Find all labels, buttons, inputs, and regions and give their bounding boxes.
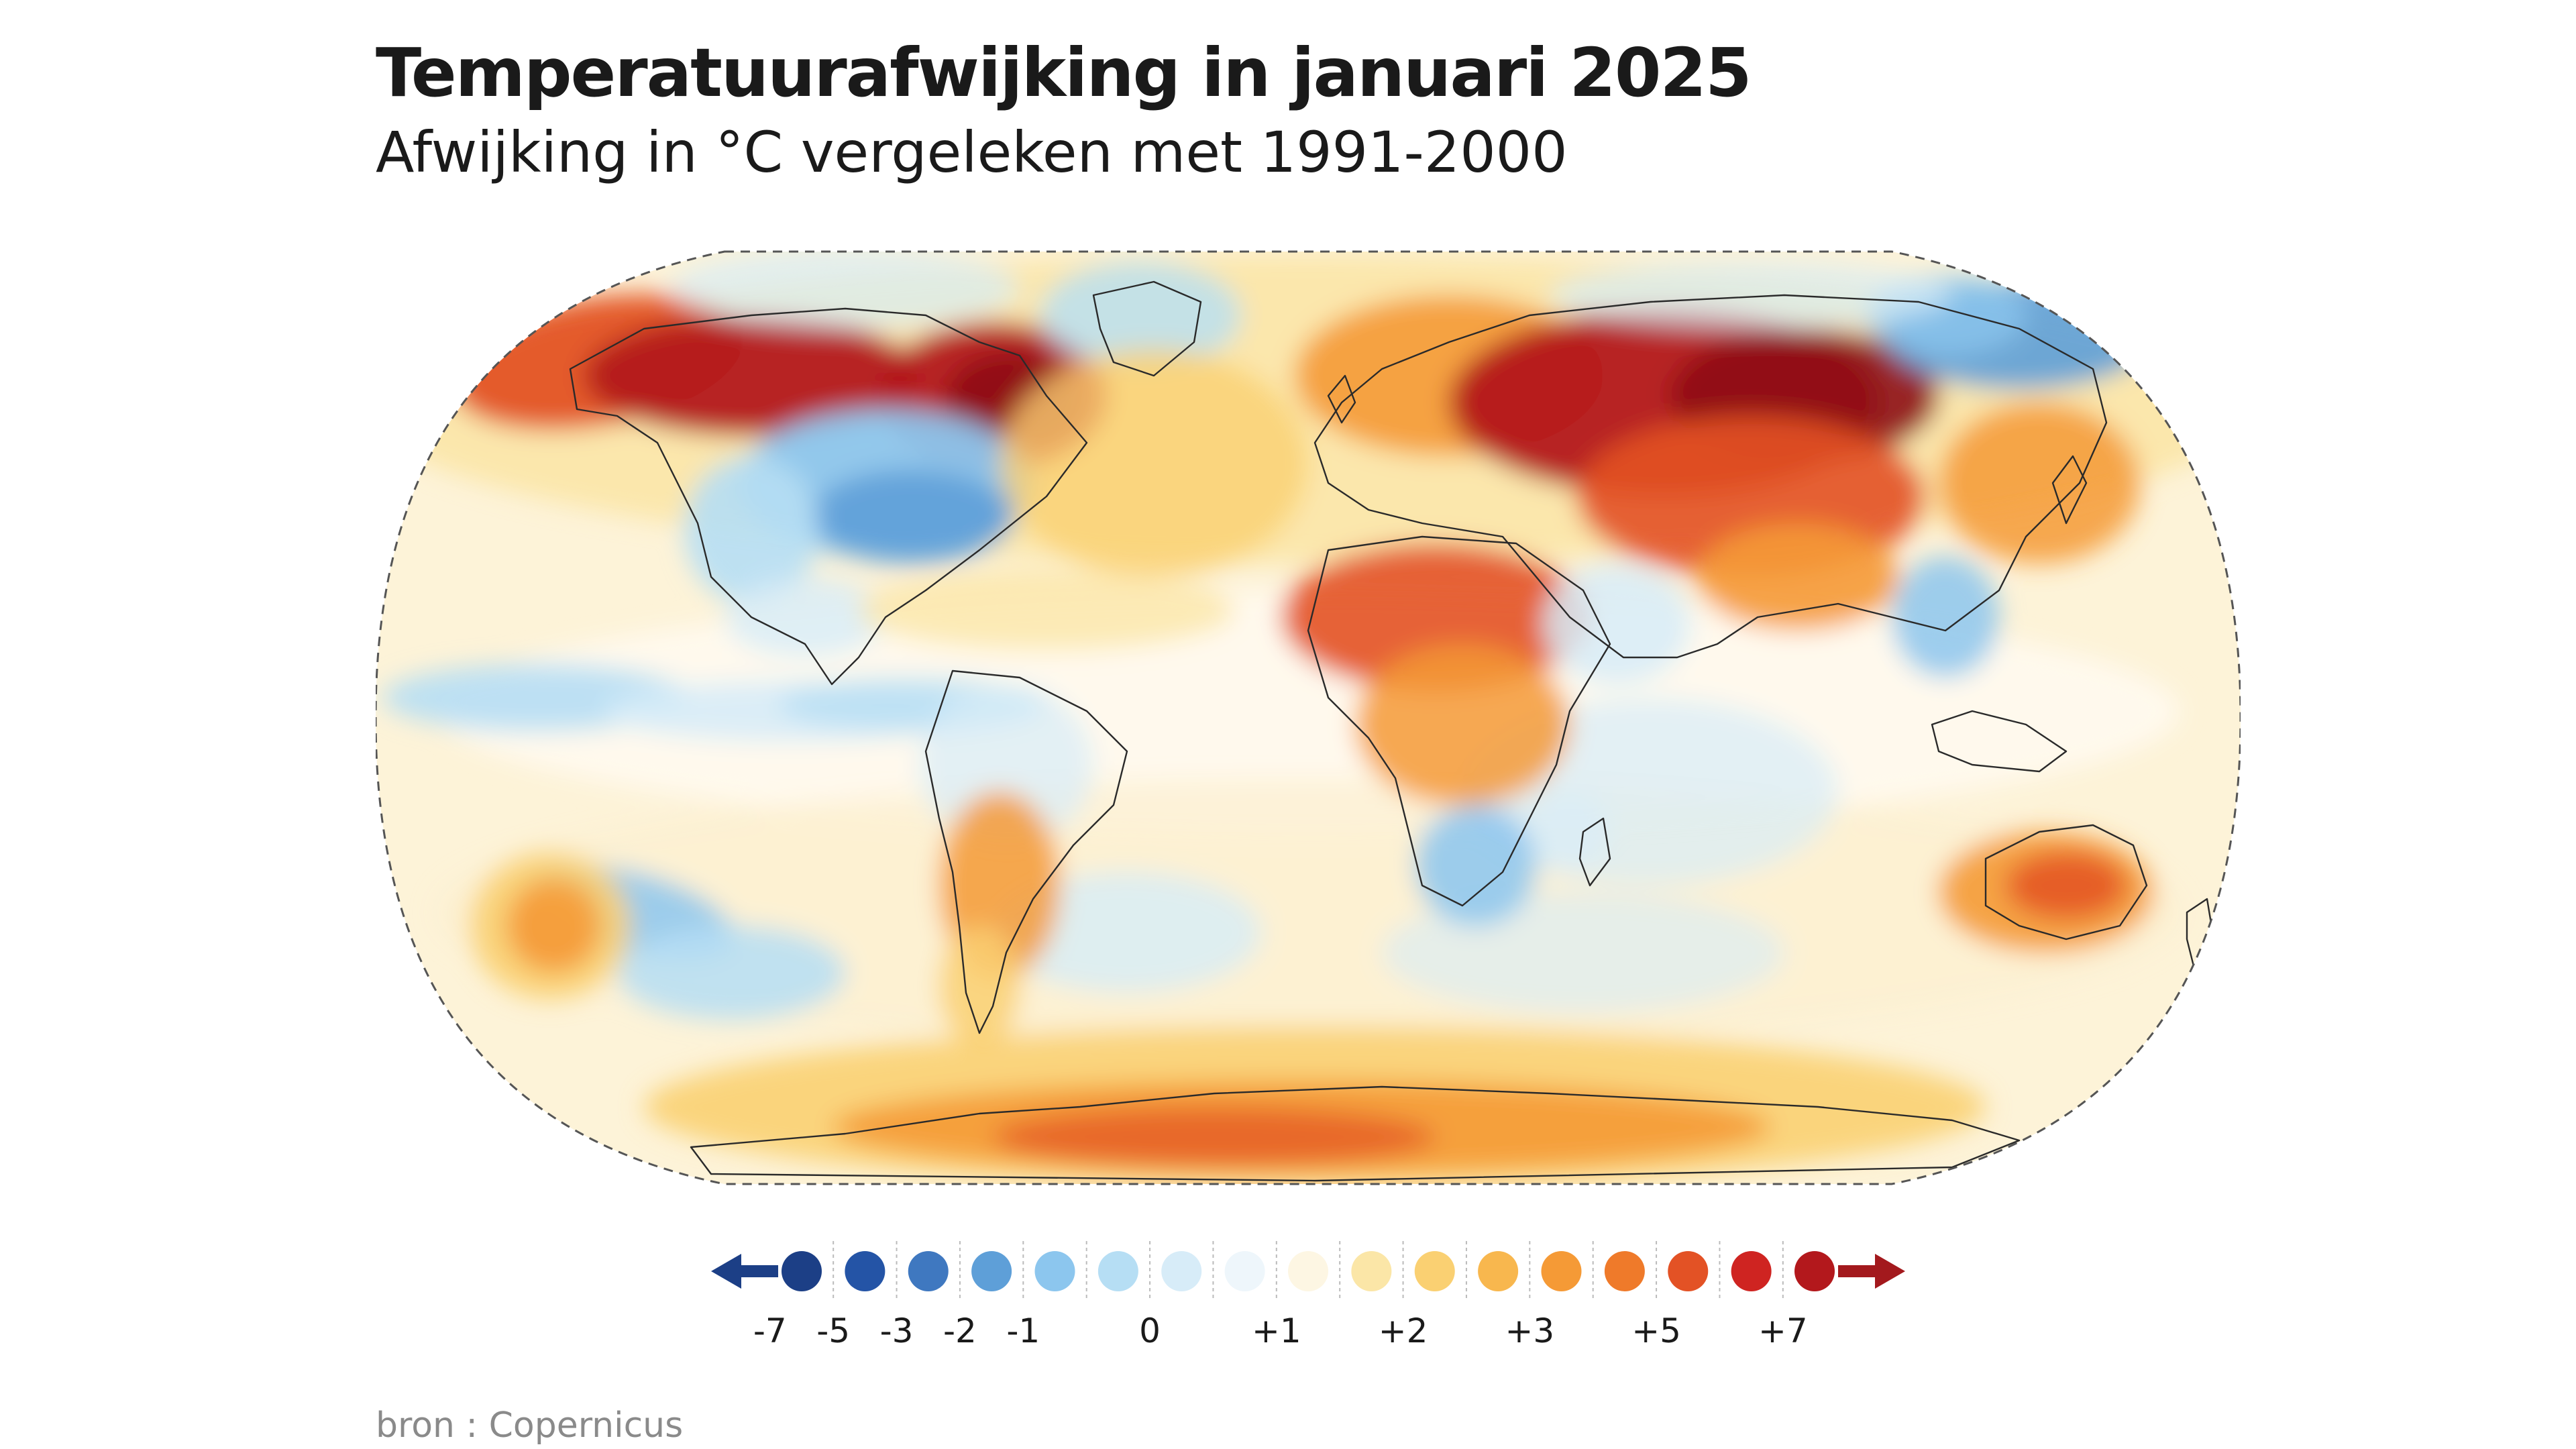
- legend-tick-label: +3: [1505, 1311, 1555, 1350]
- chart-title: Temperatuurafwijking in januari 2025: [376, 34, 1752, 112]
- east-asia-warm: [1939, 402, 2140, 564]
- southern-africa-cold: [1415, 805, 1536, 926]
- legend-swatch: [1351, 1251, 1392, 1291]
- legend-swatch: [1161, 1251, 1202, 1291]
- legend-tick-label: -5: [816, 1311, 851, 1350]
- color-legend: -7 -5 -3 -2 -1 0 +1 +2 +3 +5 +7: [711, 1231, 1905, 1365]
- outline-north-america: [569, 307, 1088, 686]
- legend-swatch: [1604, 1251, 1645, 1291]
- outline-antarctica: [690, 1085, 2021, 1182]
- arctic-canada-pale: [671, 252, 1020, 329]
- legend-tick-label: +2: [1378, 1311, 1428, 1350]
- outline-south-america: [924, 669, 1128, 1034]
- legend-tick-label: +1: [1251, 1311, 1301, 1350]
- map-border: [376, 250, 2241, 1185]
- outline-australia: [1984, 824, 2148, 941]
- south-pacific-warm-core: [506, 879, 600, 973]
- north-atlantic-warm: [1000, 349, 1308, 577]
- greenland-pale: [1040, 262, 1241, 369]
- outline-africa: [1307, 535, 1611, 907]
- south-pacific-cold-2: [617, 926, 845, 1020]
- anomaly-field: [376, 252, 2241, 1184]
- legend-swatch: [1034, 1251, 1075, 1291]
- outline-europe-asia: [1313, 294, 2108, 659]
- legend-swatch: [1794, 1251, 1835, 1291]
- us-west-cold: [684, 456, 818, 604]
- legend-tick-label: 0: [1139, 1311, 1161, 1350]
- legend-swatch: [845, 1251, 885, 1291]
- central-africa-warm: [1355, 644, 1570, 805]
- tibet-warm: [1697, 523, 1898, 631]
- south-america-mixed: [919, 684, 1093, 845]
- canada-hot: [584, 315, 919, 436]
- legend-swatch: [1288, 1251, 1328, 1291]
- legend-swatch: [1668, 1251, 1709, 1291]
- us-cold-core: [812, 470, 1013, 564]
- atlantic-band: [859, 570, 1234, 651]
- outline-uk: [1327, 374, 1356, 424]
- legend-swatch: [1731, 1251, 1772, 1291]
- legend-tick-label: +7: [1758, 1311, 1808, 1350]
- outline-greenland: [1092, 280, 1202, 377]
- arctic-russia-pale: [1550, 262, 1952, 329]
- source-note: bron : Copernicus: [376, 1405, 684, 1446]
- south-atlantic-pale: [993, 872, 1261, 993]
- australia-core: [2006, 852, 2127, 919]
- outline-se-asia-islands: [1931, 710, 2068, 773]
- legend-swatch: [1414, 1251, 1455, 1291]
- legend-swatch: [971, 1251, 1012, 1291]
- outline-madagascar: [1578, 817, 1611, 887]
- legend-tick-label: -2: [943, 1311, 977, 1350]
- legend-tick-label: -1: [1006, 1311, 1040, 1350]
- legend-swatch: [1224, 1251, 1265, 1291]
- legend-arrow-left: [711, 1254, 778, 1289]
- outline-japan: [2051, 455, 2088, 525]
- world-map: [376, 241, 2241, 1194]
- legend-arrow-right: [1838, 1254, 1905, 1289]
- legend-swatch: [908, 1251, 949, 1291]
- antarctica-hot-2: [993, 1107, 1436, 1167]
- legend-tick-label: -3: [879, 1311, 914, 1350]
- legend-swatch: [1478, 1251, 1519, 1291]
- legend-tick-label: -7: [753, 1311, 787, 1350]
- patagonia-warm: [939, 926, 1020, 1046]
- mexico-pale: [724, 577, 885, 657]
- legend-swatch: [1097, 1251, 1138, 1291]
- legend-swatch: [782, 1251, 822, 1291]
- arabia-pale: [1543, 564, 1690, 684]
- legend-swatch: [1541, 1251, 1582, 1291]
- continent-outlines: [569, 280, 2215, 1182]
- madagascar-pale: [1529, 792, 1610, 872]
- legend-tick-label: +5: [1631, 1311, 1681, 1350]
- chart-subtitle: Afwijking in °C vergeleken met 1991-2000: [376, 119, 1568, 185]
- china-cold: [1892, 557, 1999, 678]
